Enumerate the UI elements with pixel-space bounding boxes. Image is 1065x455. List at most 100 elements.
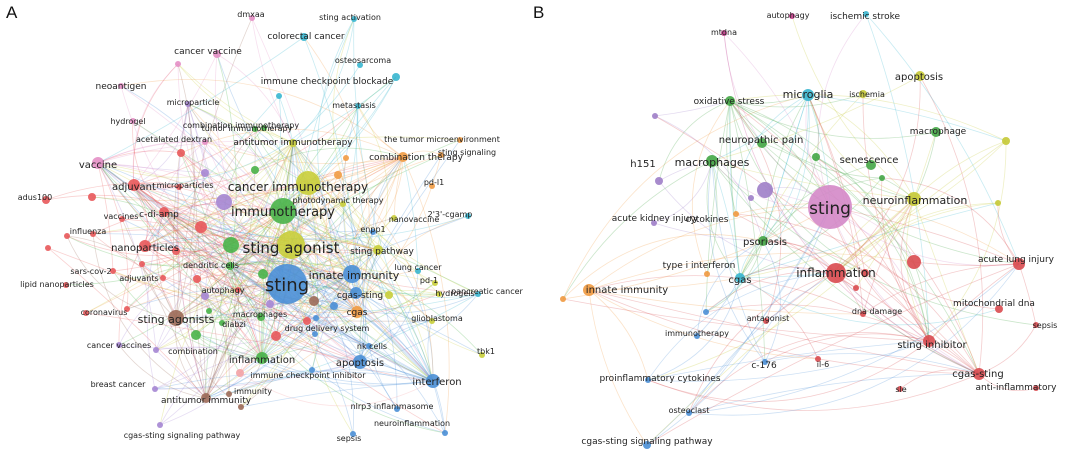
node-label: mtdna (711, 28, 737, 37)
node-vaccines (119, 216, 125, 222)
panel-a: sting sting agonist immunotherapy cancer im… (6, 3, 524, 443)
network-link (214, 53, 361, 363)
network-link (835, 140, 1007, 274)
node-label: antagonist (747, 314, 790, 323)
node-label: immune checkpoint blockade (261, 77, 394, 87)
network-link (159, 357, 263, 426)
node-label: sepsis (337, 434, 362, 443)
network-link (92, 203, 284, 235)
network-link (223, 142, 294, 203)
panel-b-links (562, 13, 1037, 446)
network-link (735, 94, 809, 215)
node-label: nlrp3 inflammasome (351, 402, 434, 411)
network-link (159, 273, 353, 426)
network-link (357, 105, 404, 158)
network-link (735, 213, 980, 375)
node-cgas (351, 306, 363, 318)
network-link (835, 198, 915, 274)
network-link (292, 142, 353, 275)
network-link (705, 304, 980, 375)
node-psoriasis (758, 236, 768, 246)
node-pancreatic-cancer (475, 291, 481, 297)
network-link (881, 177, 930, 342)
network-node (226, 391, 232, 397)
network-node (879, 175, 885, 181)
network-link (155, 273, 353, 351)
network-link (144, 76, 397, 247)
network-link (729, 100, 930, 342)
node-inflammation (256, 352, 268, 364)
node-sepsis (350, 431, 356, 437)
network-link (292, 142, 332, 319)
network-link (696, 277, 741, 337)
network-node (175, 61, 181, 67)
network-link (172, 103, 189, 319)
node-cytokines (733, 211, 739, 217)
node-cancer-vaccine (213, 50, 221, 58)
network-link (913, 140, 1007, 200)
network-link (132, 120, 165, 213)
network-link (205, 210, 284, 399)
network-link (315, 317, 434, 382)
network-link (588, 289, 648, 446)
node-label: antitumor immunotherapy (233, 138, 353, 148)
network-link (562, 234, 764, 300)
network-link (229, 265, 370, 347)
network-link (688, 272, 837, 414)
network-link (240, 249, 379, 408)
node-pd-1 (432, 280, 438, 286)
node-label: sepsis (1033, 321, 1058, 330)
panel-b-letter: B (533, 3, 544, 22)
network-link (900, 198, 930, 342)
node-label: macrophages (675, 156, 750, 169)
network-link (204, 141, 263, 359)
network-link (739, 164, 872, 279)
node-label: cgas-sting (337, 291, 383, 301)
network-link (855, 198, 915, 289)
node-apoptosis (915, 71, 925, 81)
network-link (356, 293, 479, 313)
node-label: nk cells (357, 342, 387, 351)
network-link (815, 156, 915, 200)
node-sting-agonist (277, 231, 305, 259)
network-link (393, 156, 404, 219)
network-link (729, 100, 741, 279)
network-link (229, 265, 440, 295)
node-anti-inflammatory (1033, 385, 1039, 391)
node-immunotherapy (694, 333, 700, 339)
node-autophagy (235, 287, 241, 293)
network-link (355, 249, 379, 313)
node-label: psoriasis (743, 237, 787, 248)
node-label: influenza (70, 227, 107, 236)
network-link (229, 265, 262, 318)
node-coronavirus (124, 306, 130, 312)
network-link (239, 372, 434, 407)
network-link (342, 203, 358, 294)
network-link (228, 369, 434, 395)
network-link (85, 312, 361, 363)
node-label: sting inhibitor (897, 340, 967, 351)
network-link (688, 272, 837, 414)
network-link (229, 154, 442, 267)
network-link (85, 156, 404, 314)
node-h151 (652, 113, 658, 119)
network-link (133, 184, 230, 395)
network-link (97, 142, 294, 178)
network-link (155, 346, 263, 359)
network-link (706, 160, 741, 279)
network-link (66, 235, 177, 319)
network-link (647, 198, 915, 381)
network-link (92, 233, 207, 399)
network-link (723, 32, 831, 208)
node-label: combination immunotherapy (183, 121, 299, 130)
network-node (258, 269, 268, 279)
network-link (261, 105, 359, 359)
network-link (359, 293, 479, 363)
node-cgas-sting-signaling-pathway (157, 422, 163, 428)
network-link (216, 53, 353, 275)
network-link (237, 289, 358, 313)
network-link (47, 247, 361, 363)
node-label: acute kidney injury (612, 214, 699, 224)
network-link (204, 142, 294, 297)
network-link (588, 277, 741, 291)
